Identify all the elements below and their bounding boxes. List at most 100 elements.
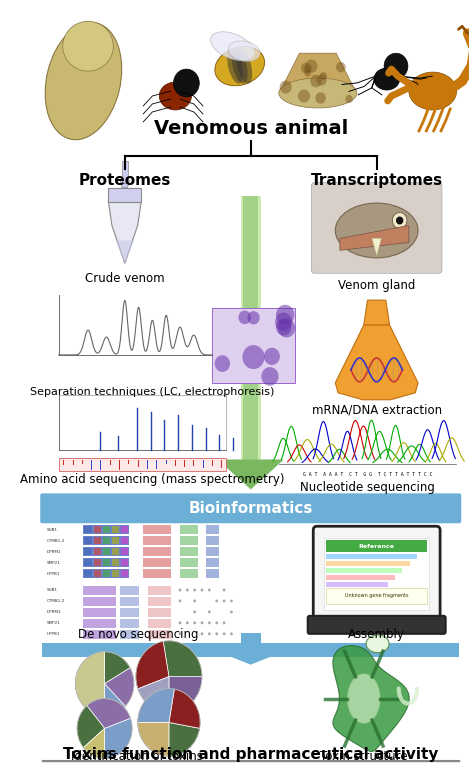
Circle shape <box>193 621 196 624</box>
Bar <box>121 526 128 533</box>
Circle shape <box>193 588 196 591</box>
Text: Nucleotide sequencing: Nucleotide sequencing <box>300 481 435 494</box>
Circle shape <box>304 65 311 74</box>
Polygon shape <box>335 325 418 400</box>
Text: Toxins function and pharmaceutical activity: Toxins function and pharmaceutical activ… <box>63 747 438 762</box>
Bar <box>148 630 171 639</box>
Circle shape <box>215 621 218 624</box>
Wedge shape <box>75 652 105 715</box>
Text: Toxin structure: Toxin structure <box>320 750 408 763</box>
Ellipse shape <box>335 203 418 258</box>
Bar <box>122 161 128 182</box>
Bar <box>241 195 261 460</box>
Bar <box>93 570 101 577</box>
Bar <box>180 525 198 534</box>
Circle shape <box>179 632 182 635</box>
Bar <box>143 569 171 578</box>
Circle shape <box>193 611 196 614</box>
Circle shape <box>280 80 292 93</box>
Polygon shape <box>218 460 284 489</box>
Text: Reference: Reference <box>359 544 395 548</box>
Circle shape <box>223 632 226 635</box>
Bar <box>83 569 129 578</box>
Bar <box>83 597 116 606</box>
Bar <box>83 558 129 567</box>
Text: SMP21: SMP21 <box>46 561 60 565</box>
Bar <box>121 548 128 555</box>
Bar <box>148 597 171 606</box>
Circle shape <box>179 588 182 591</box>
Wedge shape <box>137 722 169 756</box>
Circle shape <box>173 69 199 97</box>
Bar <box>112 537 119 544</box>
FancyBboxPatch shape <box>311 182 442 273</box>
Bar <box>59 394 226 450</box>
Ellipse shape <box>228 41 260 61</box>
Text: HPPB1: HPPB1 <box>46 632 60 637</box>
Circle shape <box>193 600 196 602</box>
Bar <box>143 525 171 534</box>
Polygon shape <box>120 181 129 188</box>
Wedge shape <box>105 652 130 683</box>
Circle shape <box>310 75 322 87</box>
Bar <box>93 526 101 533</box>
Wedge shape <box>77 705 105 748</box>
Circle shape <box>223 588 226 591</box>
Text: CTMB1-2: CTMB1-2 <box>46 600 65 604</box>
Bar <box>206 536 219 545</box>
Bar <box>93 559 101 566</box>
Wedge shape <box>169 676 202 712</box>
Polygon shape <box>372 238 381 255</box>
Text: Venomous animal: Venomous animal <box>154 119 348 139</box>
Text: mRNA/DNA extraction: mRNA/DNA extraction <box>311 403 442 416</box>
Bar <box>206 558 219 567</box>
FancyBboxPatch shape <box>40 493 461 523</box>
Circle shape <box>238 310 251 324</box>
Bar <box>206 525 219 534</box>
Bar <box>103 526 110 533</box>
Bar <box>326 568 402 573</box>
Circle shape <box>247 311 260 325</box>
Text: CTMB1-2: CTMB1-2 <box>46 538 65 542</box>
Circle shape <box>392 212 407 228</box>
Circle shape <box>230 600 233 602</box>
Bar <box>83 630 116 639</box>
Circle shape <box>208 632 211 635</box>
Wedge shape <box>87 699 130 728</box>
Ellipse shape <box>279 78 357 108</box>
Bar <box>108 188 141 201</box>
Text: SUB1: SUB1 <box>46 528 58 532</box>
Circle shape <box>319 72 327 80</box>
Bar <box>112 526 119 533</box>
Ellipse shape <box>374 68 400 90</box>
Circle shape <box>264 348 280 365</box>
Bar <box>83 608 116 617</box>
Bar <box>103 537 110 544</box>
Polygon shape <box>340 225 409 250</box>
Circle shape <box>345 95 353 103</box>
Text: Assembly: Assembly <box>348 628 405 641</box>
Bar <box>84 548 91 555</box>
Bar <box>103 570 110 577</box>
Bar <box>121 570 128 577</box>
Bar <box>83 586 116 595</box>
Bar <box>59 457 226 471</box>
Text: Bioinformatics: Bioinformatics <box>189 501 313 516</box>
FancyBboxPatch shape <box>313 526 440 622</box>
Wedge shape <box>137 689 174 722</box>
Bar <box>120 597 138 606</box>
Text: SMP21: SMP21 <box>46 621 60 625</box>
Bar <box>83 536 129 545</box>
Circle shape <box>275 313 292 331</box>
Bar <box>212 308 295 383</box>
Bar <box>83 619 116 628</box>
Circle shape <box>336 62 346 72</box>
Text: Amino acid sequencing (mass spectrometry): Amino acid sequencing (mass spectrometry… <box>20 473 285 486</box>
Wedge shape <box>169 689 200 728</box>
Bar <box>148 619 171 628</box>
Polygon shape <box>216 651 286 665</box>
Polygon shape <box>279 53 356 93</box>
Text: Unknown gene fragments: Unknown gene fragments <box>345 594 409 598</box>
Ellipse shape <box>210 31 255 61</box>
Text: Identification of toxins: Identification of toxins <box>71 750 203 763</box>
